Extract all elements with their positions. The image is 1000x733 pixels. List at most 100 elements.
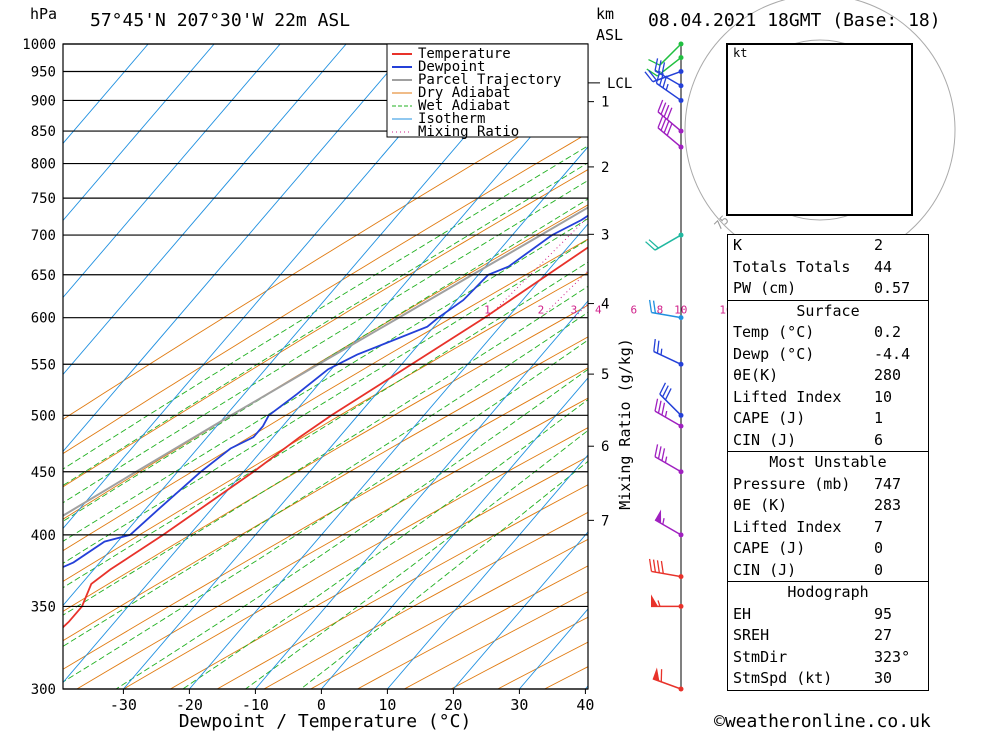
isotherm-line: [63, 44, 479, 530]
wind-barb: [653, 338, 684, 367]
dry-adiabat-line: [76, 397, 588, 689]
isotherm-line: [63, 44, 215, 222]
legend-item-parcel: Parcel Trajectory: [418, 72, 561, 88]
pressure-tick-label: 550: [31, 357, 56, 373]
datetime-title: 08.04.2021 18GMT (Base: 18): [648, 10, 941, 31]
pressure-tick-label: 600: [31, 311, 56, 327]
isotherm-line: [63, 44, 545, 607]
mixing-ratio-label: 2: [538, 304, 545, 317]
most-unstable-section-title: Most Unstable: [728, 451, 928, 474]
isotherm-line: [63, 44, 281, 299]
km-tick-label: 2: [601, 160, 609, 176]
x-tick-label: -30: [110, 696, 137, 714]
location-title: 57°45'N 207°30'W 22m ASL: [90, 10, 350, 31]
mu-row-lifted-index: Lifted Index 7: [733, 517, 884, 536]
isotherm-line: [255, 300, 588, 689]
wind-barb: [659, 382, 684, 418]
legend: Temperature Dewpoint Parcel Trajectory D…: [386, 43, 589, 140]
wind-barb-dot: [678, 603, 684, 609]
isotherm-line: [321, 377, 588, 689]
mixing-ratio-axis-title: Mixing Ratio (g/kg): [616, 338, 634, 510]
wind-barb: [651, 594, 684, 609]
x-tick-label: 0: [317, 696, 326, 714]
mixing-ratio-label: 3: [571, 304, 578, 317]
pressure-tick-label: 900: [31, 93, 56, 109]
wind-barb: [654, 398, 684, 429]
parcel-trajectory-line: [63, 206, 588, 517]
pressure-tick-label: 700: [31, 228, 56, 244]
surface-row-cin: CIN (J) 6: [733, 430, 884, 449]
surface-row-cape: CAPE (J) 1: [733, 409, 884, 427]
site-credit: ©weatheronline.co.uk: [714, 711, 931, 732]
lcl-label: LCL: [607, 76, 632, 92]
surface-row-thetae: θE(K) 280: [733, 366, 902, 384]
km-unit: km: [596, 5, 614, 23]
x-tick-label: 20: [444, 696, 462, 714]
wind-barb-dot: [678, 41, 684, 47]
hodo-row-stmspd: StmSpd (kt) 30: [733, 669, 893, 687]
temperature-line: [63, 246, 588, 629]
wind-barb: [645, 232, 684, 251]
legend-item-temperature: Temperature: [418, 46, 511, 62]
surface-row-dewp: Dewp (°C) -4.4: [733, 344, 911, 363]
wind-barb: [655, 70, 684, 103]
wet-adiabat-line: [182, 399, 588, 689]
wind-barb: [654, 509, 684, 538]
mixing-ratio-label: 8: [657, 304, 664, 317]
x-tick-label: -10: [242, 696, 269, 714]
dry-adiabat-line: [216, 484, 588, 689]
hodo-row-stmdir: StmDir 323°: [733, 647, 911, 666]
mu-row-thetae: θE (K) 283: [733, 496, 902, 514]
hodo-row-eh: EH 95: [733, 604, 893, 623]
km-tick-label: 1: [601, 95, 609, 111]
wind-barb-dot: [678, 232, 684, 238]
pressure-unit: hPa: [30, 5, 57, 23]
legend-item-isotherm: Isotherm: [418, 111, 485, 127]
isotherm-line: [189, 223, 588, 689]
wind-barb-dot: [678, 412, 684, 418]
x-tick-label: 40: [576, 696, 594, 714]
surface-section-title: Surface: [728, 299, 928, 323]
wind-barb: [648, 41, 684, 66]
wind-barb-dot: [678, 97, 684, 103]
pressure-tick-label: 800: [31, 157, 56, 173]
isotherm-line: [63, 44, 347, 376]
x-axis-title: Dewpoint / Temperature (°C): [179, 711, 472, 732]
pressure-tick-label: 950: [31, 64, 56, 80]
x-tick-label: 30: [510, 696, 528, 714]
dewpoint-line: [63, 214, 588, 569]
wind-barb-dot: [678, 574, 684, 580]
pressure-tick-label: 400: [31, 528, 56, 544]
mixing-ratio-label: 4: [595, 304, 602, 317]
wind-barb-dot: [678, 144, 684, 150]
pressure-tick-label: 850: [31, 124, 56, 140]
wind-barb-dot: [678, 128, 684, 134]
legend-item-dry-adiabat: Dry Adiabat: [418, 85, 511, 101]
wet-adiabat-line: [63, 145, 588, 470]
wind-barb-dot: [678, 68, 684, 74]
wet-adiabat-line: [300, 460, 588, 689]
wind-barb-dot: [678, 315, 684, 321]
wind-barb: [652, 667, 684, 692]
index-row-pw: PW (cm) 0.57: [733, 279, 911, 297]
plot-frame: [62, 43, 589, 690]
pressure-tick-label: 650: [31, 268, 56, 284]
pressure-tick-label: 450: [31, 465, 56, 481]
index-row-totals: Totals Totals 44: [733, 257, 893, 276]
pressure-tick-label: 350: [31, 599, 56, 615]
hodograph-section-title: Hodograph: [728, 581, 928, 604]
hodograph-panel: [726, 43, 913, 216]
hodo-row-sreh: SREH 27: [733, 626, 893, 644]
wet-adiabat-line: [63, 311, 588, 647]
hodograph-unit: kt: [733, 46, 747, 60]
legend-item-mixing-ratio: Mixing Ratio: [418, 124, 519, 140]
mu-row-pressure: Pressure (mb) 747: [733, 474, 902, 493]
wet-adiabat-line: [63, 218, 588, 542]
pressure-tick-label: 1000: [22, 37, 56, 53]
dry-adiabat-line: [123, 427, 588, 689]
km-tick-label: 6: [601, 439, 609, 455]
wind-barb: [648, 558, 684, 580]
